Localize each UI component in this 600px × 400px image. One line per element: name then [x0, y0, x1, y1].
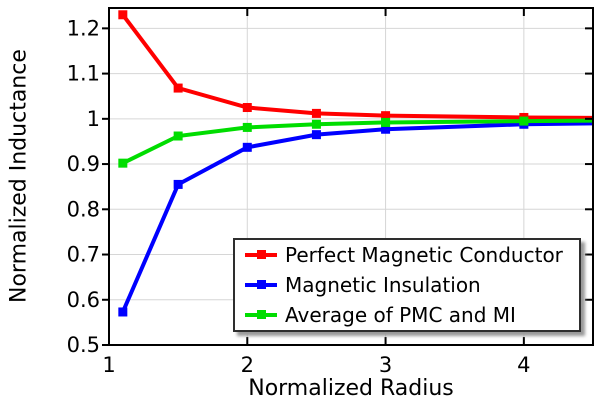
data-point-marker — [118, 158, 128, 168]
data-point-marker — [173, 131, 183, 141]
y-tick-label: 0.7 — [67, 243, 100, 267]
data-point-marker — [173, 179, 183, 189]
data-point-marker — [381, 124, 391, 134]
x-axis-title: Normalized Radius — [248, 376, 454, 400]
data-point-marker — [519, 116, 529, 126]
y-tick-label: 1 — [87, 107, 100, 131]
x-tick-label: 3 — [379, 353, 392, 377]
y-tick-label: 0.9 — [67, 152, 100, 176]
legend-label: Magnetic Insulation — [285, 273, 481, 297]
data-point-marker — [118, 10, 128, 20]
plot-border — [108, 7, 594, 346]
data-point-marker — [242, 103, 252, 113]
data-point-marker — [173, 83, 183, 93]
data-point-marker — [381, 111, 391, 121]
x-tick-label: 2 — [241, 353, 254, 377]
x-tick-label: 1 — [102, 353, 115, 377]
y-tick-label: 1.2 — [67, 16, 100, 40]
legend-box: Perfect Magnetic Conductor Magnetic Insu… — [233, 238, 581, 332]
series-line-0 — [121, 13, 594, 120]
data-point-marker — [118, 307, 128, 317]
data-point-marker — [311, 119, 321, 129]
square-marker-icon — [257, 280, 266, 289]
legend-item-pmc: Perfect Magnetic Conductor — [245, 240, 579, 270]
y-tick-label: 0.6 — [67, 288, 100, 312]
y-axis-title: Normalized Inductance — [6, 49, 32, 304]
legend-label: Average of PMC and MI — [285, 303, 516, 327]
legend-line-marker-icon — [245, 310, 277, 319]
data-point-marker — [381, 117, 391, 127]
legend-item-mi: Magnetic Insulation — [245, 270, 579, 300]
square-marker-icon — [257, 250, 266, 259]
data-point-marker — [242, 122, 252, 132]
data-point-marker — [311, 108, 321, 118]
data-point-marker — [311, 130, 321, 140]
y-tick-label: 0.8 — [67, 197, 100, 221]
legend-line-marker-icon — [245, 250, 277, 259]
x-tick-label: 4 — [517, 353, 530, 377]
y-tick-label: 1.1 — [67, 62, 100, 86]
square-marker-icon — [257, 310, 266, 319]
legend-label: Perfect Magnetic Conductor — [285, 243, 563, 267]
y-tick-label: 0.5 — [67, 333, 100, 357]
legend-item-avg: Average of PMC and MI — [245, 300, 579, 330]
legend-line-marker-icon — [245, 280, 277, 289]
data-point-marker — [242, 142, 252, 152]
